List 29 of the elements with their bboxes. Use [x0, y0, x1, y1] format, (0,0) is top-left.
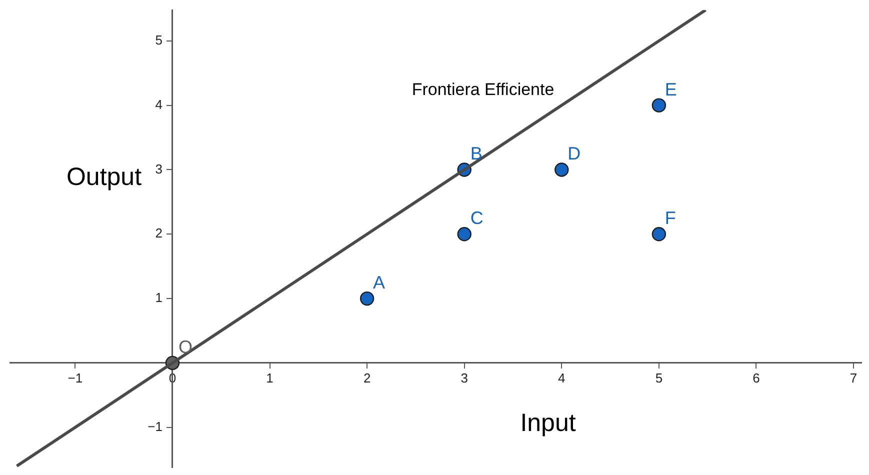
- y-tick-label: 1: [155, 290, 162, 306]
- annotation: Frontiera Efficiente: [412, 80, 554, 99]
- annotation: A: [373, 272, 386, 293]
- point: [554, 162, 569, 177]
- annotation: F: [664, 208, 676, 228]
- annotation: O: [178, 336, 192, 357]
- x-tick-label: −1: [68, 370, 83, 386]
- y-tick-label: 3: [155, 161, 162, 176]
- x-tick-label: 1: [266, 370, 274, 386]
- x-tick-label: 3: [460, 370, 468, 386]
- x-tick-label: 5: [655, 370, 663, 386]
- x-tick-label: 7: [850, 370, 858, 386]
- x-tick-label: 4: [558, 370, 566, 386]
- x-tick-label: 6: [752, 370, 760, 386]
- y-tick-label: 2: [155, 226, 162, 241]
- point: [652, 98, 666, 112]
- y-tick-label: −1: [148, 418, 162, 434]
- point: [360, 291, 374, 306]
- point: [652, 227, 666, 242]
- annotation: D: [568, 144, 581, 164]
- annotation: B: [470, 144, 482, 164]
- point: [457, 227, 472, 242]
- x-axis-title: Input: [520, 409, 576, 437]
- y-tick-label: 5: [155, 32, 162, 48]
- x-tick-label: 2: [363, 370, 371, 386]
- annotation: E: [664, 79, 677, 100]
- y-tick-label: 4: [155, 96, 162, 112]
- y-axis-title: Output: [66, 163, 142, 191]
- annotation: C: [470, 208, 484, 228]
